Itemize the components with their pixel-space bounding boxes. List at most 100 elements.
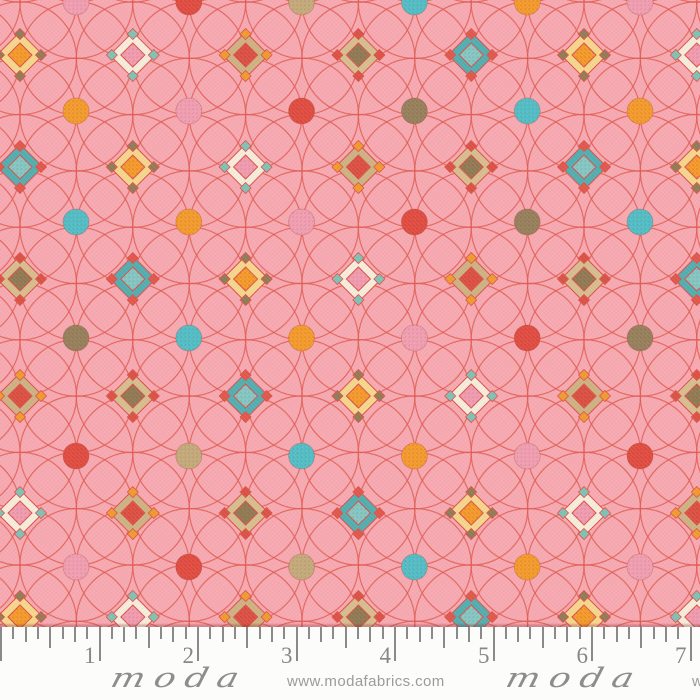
ruler-tick (578, 627, 581, 639)
ruler-tick (160, 627, 163, 639)
pattern-dot (175, 324, 203, 352)
ruler-tick (24, 627, 27, 642)
ruler-tick (258, 627, 261, 639)
pattern-dot (400, 553, 428, 581)
pattern-dot (175, 97, 203, 125)
moda-script-logo: moda (502, 663, 647, 694)
ruler-tick (615, 627, 618, 642)
ruler-tick (677, 627, 680, 639)
pattern-dot (175, 442, 203, 470)
pattern-dot (626, 0, 654, 16)
moda-script-logo: moda (107, 663, 252, 694)
pattern-dot (175, 553, 203, 581)
pattern-diamond (331, 139, 386, 195)
ruler-tick (357, 627, 360, 639)
pattern-diamond (105, 485, 160, 541)
ruler-tick (369, 627, 372, 642)
ruler-inch-label: 1 (84, 643, 96, 668)
ruler-tick (86, 627, 89, 639)
ruler-tick (49, 627, 52, 648)
ruler-tick (418, 627, 421, 642)
ruler-tick (541, 627, 544, 648)
ruler-tick (36, 627, 39, 639)
ruler-tick (307, 627, 310, 639)
pattern-dot (513, 208, 541, 236)
ruler-tick (394, 627, 396, 661)
ruler-tick (517, 627, 520, 642)
pattern-diamond (556, 251, 612, 307)
pattern-diamond (331, 485, 386, 541)
ruler-tick (12, 627, 15, 639)
ruler-tick (689, 627, 692, 661)
pattern-diamond (556, 589, 612, 627)
pattern-dot (513, 442, 541, 470)
pattern-diamond (444, 251, 499, 307)
ruler-inch-label: 7 (675, 643, 687, 668)
ruler-tick (147, 627, 150, 648)
pattern-dot (626, 97, 654, 125)
ruler-tick (123, 627, 126, 642)
ruler-inch-label: 6 (576, 643, 589, 668)
pattern-dot (288, 553, 316, 581)
pattern-diamond (331, 368, 386, 424)
ruler-tick (492, 627, 495, 661)
pattern-diamond (669, 139, 700, 195)
pattern-dot (626, 553, 654, 581)
pattern-diamond (669, 589, 700, 627)
lattice-circle (613, 620, 667, 627)
pattern-diamond (444, 485, 499, 541)
ruler-tick (98, 627, 101, 661)
pattern-diamond (556, 368, 612, 424)
pattern-dot (400, 324, 428, 352)
website-url-text-fragment: w (692, 673, 700, 690)
fabric-pattern (0, 0, 700, 627)
ruler-tick (221, 627, 224, 642)
pattern-dot (513, 324, 541, 352)
pattern-dot (62, 0, 90, 16)
ruler-tick (344, 627, 347, 648)
pattern-diamond (218, 589, 273, 627)
ruler-tick (283, 627, 286, 639)
lattice-circle (501, 620, 555, 627)
pattern-diamond (556, 27, 612, 83)
ruler-inch-label: 2 (182, 643, 195, 668)
ruler-tick (295, 627, 298, 661)
ruler-tick (61, 627, 64, 639)
pattern-dot (513, 0, 541, 16)
lattice-circle (388, 620, 442, 627)
pattern-diamond (218, 368, 273, 424)
ruler-tick (664, 627, 667, 642)
pattern-diamond (444, 589, 499, 627)
ruler-tick (209, 627, 212, 639)
ruler-tick (320, 627, 323, 642)
pattern-dot (62, 208, 90, 236)
pattern-dot (288, 0, 315, 16)
ruler-tick (197, 627, 199, 661)
pattern-diamond (331, 27, 386, 83)
pattern-dot (288, 97, 316, 125)
ruler-tick (406, 627, 409, 639)
pattern-diamond (105, 589, 160, 627)
pattern-diamond (218, 485, 273, 541)
pattern-dot (62, 553, 90, 581)
pattern-diamond (105, 368, 160, 424)
pattern-diamond (669, 368, 700, 424)
ruler-tick (480, 627, 483, 639)
ruler-tick (591, 627, 593, 661)
pattern-dot (513, 553, 541, 581)
pattern-dot (62, 442, 90, 470)
lattice-circle (162, 620, 216, 627)
pattern-diamond (331, 251, 386, 307)
ruler-tick (430, 627, 433, 639)
lattice-circle (275, 620, 329, 627)
ruler-tick (332, 627, 335, 639)
pattern-diamond (105, 251, 160, 307)
pattern-diamond (669, 485, 700, 541)
ruler-inch-label: 5 (478, 643, 490, 668)
pattern-dot (288, 324, 316, 352)
pattern-dot (62, 324, 90, 352)
pattern-diamond (0, 27, 48, 83)
ruler-tick (455, 627, 458, 639)
pattern-diamond (218, 139, 273, 195)
